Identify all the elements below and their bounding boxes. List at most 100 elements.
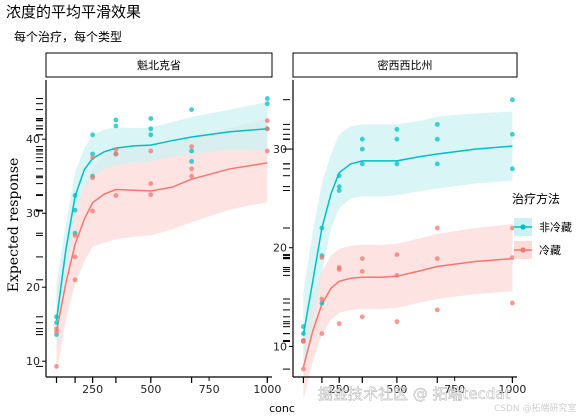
confidence-band-nonchilled [56,102,268,351]
x-tick-label: 250 [329,383,350,396]
data-point-chilled [510,300,515,306]
facet-strip-label: 魁北克省 [137,58,181,72]
data-point-chilled [301,338,306,343]
data-point-chilled [264,118,270,124]
data-point-chilled [90,175,95,181]
smooth-line-chilled [55,162,268,332]
x-tick-label: 1000 [498,383,526,396]
data-point-nonchilled [510,166,515,172]
data-point-chilled [394,319,400,325]
data-point-nonchilled [189,107,195,112]
data-point-nonchilled [394,161,400,167]
data-point-nonchilled [264,96,270,101]
data-point-chilled [336,267,342,272]
x-tick-label: 750 [199,383,220,396]
data-point-nonchilled [189,159,195,164]
y-tick-label: 20 [26,281,40,294]
data-point-nonchilled [359,161,365,167]
data-point-chilled [72,254,78,260]
y-tick-label: 10 [273,340,287,353]
data-point-chilled [434,225,440,231]
y-tick-label: 30 [26,207,40,220]
legend-label-nonchilled: 非冷藏 [539,221,572,234]
data-point-nonchilled [113,117,119,123]
y-tick-label: 40 [26,133,40,146]
data-point-chilled [301,366,306,372]
data-point-chilled [54,364,59,369]
y-tick-label: 20 [273,242,287,255]
data-point-chilled [510,255,515,260]
data-point-nonchilled [394,126,400,132]
data-point-chilled [113,193,119,198]
x-tick-label: 250 [82,383,103,396]
watermark-small-text: CSDN @拓端研究室 [494,402,577,414]
data-point-chilled [319,331,325,336]
x-tick-label: 500 [140,383,161,396]
data-point-nonchilled [434,136,440,142]
data-point-nonchilled [301,331,306,336]
y-axis-label: Expected response [6,158,22,293]
data-point-chilled [319,296,325,302]
data-point-nonchilled [113,123,119,129]
data-point-chilled [264,148,270,154]
chart-title: 浓度的平均平滑效果 [6,3,141,21]
data-point-chilled [90,155,95,161]
confidence-band-chilled [56,118,268,373]
data-point-chilled [113,147,119,153]
data-point-chilled [434,307,440,313]
watermark-text: 掘金技术社区 @ 拓端tecdat [318,385,511,403]
data-point-nonchilled [54,314,59,320]
data-point-nonchilled [319,225,325,231]
data-point-nonchilled [90,151,95,157]
x-tick-label: 750 [444,383,465,396]
data-point-nonchilled [359,136,365,142]
x-axis-label: conc [269,402,295,415]
data-point-chilled [189,166,195,172]
x-tick-label: 500 [386,383,407,396]
facet-strip [292,52,518,78]
data-point-chilled [148,148,154,154]
data-point-chilled [148,192,154,198]
data-point-nonchilled [301,324,306,330]
data-point-chilled [394,252,400,257]
data-point-nonchilled [72,207,78,213]
legend-label-chilled: 冷藏 [539,244,561,257]
data-point-chilled [148,181,154,187]
data-point-chilled [90,208,95,214]
x-tick-label: 1000 [253,383,281,396]
y-tick-label: 10 [26,355,40,368]
y-tick-label: 30 [273,143,287,156]
data-point-chilled [264,126,270,132]
panel-quebec: 魁北克省 10 20 30 40 250 500 750 1000 [26,52,281,396]
data-point-nonchilled [54,320,59,326]
data-point-nonchilled [148,126,154,132]
data-point-nonchilled [394,136,400,142]
data-point-nonchilled [510,97,515,103]
data-point-nonchilled [148,116,154,121]
data-point-nonchilled [336,184,342,190]
data-point-chilled [359,314,365,320]
legend-title: 治疗方法 [512,191,560,206]
data-point-nonchilled [189,148,195,154]
data-point-chilled [394,273,400,278]
data-point-nonchilled [434,161,440,167]
confidence-band-chilled [303,224,513,400]
data-point-chilled [319,255,325,260]
data-point-nonchilled [336,188,342,193]
data-point-chilled [72,233,78,238]
facet-strip-label: 密西西比州 [378,58,433,72]
data-point-chilled [359,256,365,261]
facet-strip [45,52,273,78]
legend-dot-nonchilled [520,224,526,230]
data-point-nonchilled [359,146,365,152]
data-point-chilled [54,329,59,334]
data-point-nonchilled [434,122,440,127]
data-point-nonchilled [336,173,342,179]
data-point-nonchilled [319,300,325,306]
data-point-nonchilled [72,193,78,198]
data-point-chilled [510,225,515,231]
confidence-band-nonchilled [303,111,513,367]
data-point-nonchilled [510,131,515,137]
